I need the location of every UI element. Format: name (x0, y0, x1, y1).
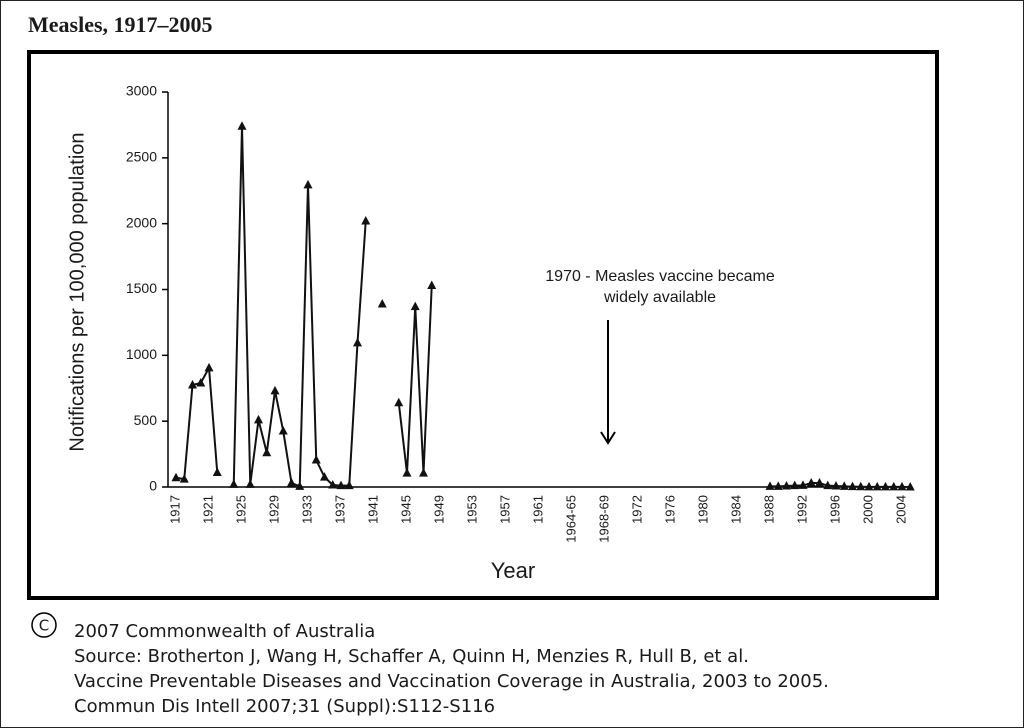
copyright-mark: C (39, 617, 49, 635)
point-marker (905, 482, 915, 491)
point-marker (328, 480, 338, 489)
point-marker (229, 479, 239, 488)
chart-title: Measles, 1917–2005 (28, 12, 213, 37)
chart-frame (27, 50, 939, 600)
x-tick-label: 1933 (299, 495, 314, 524)
point-marker (427, 280, 437, 290)
copyright-circle (31, 612, 57, 638)
x-tick-label: 1964-65 (563, 495, 578, 543)
point-marker (790, 480, 800, 490)
point-marker (270, 385, 280, 395)
point-marker (815, 478, 824, 487)
x-tick-label: 1980 (695, 495, 710, 524)
point-marker (353, 337, 362, 347)
point-marker (897, 481, 907, 491)
point-marker (765, 481, 775, 490)
x-tick-label: 1972 (629, 495, 644, 524)
point-marker (171, 472, 181, 482)
x-tick-label: 1988 (761, 495, 776, 524)
x-tick-label: 2004 (893, 495, 908, 524)
footer-line: Source: Brotherton J, Wang H, Schaffer A… (74, 646, 749, 667)
y-tick-label: 1000 (126, 346, 157, 362)
point-marker (262, 447, 272, 457)
point-marker (864, 481, 874, 491)
x-tick-label: 1921 (200, 495, 215, 524)
x-tick-label: 1937 (332, 495, 347, 524)
point-marker (856, 481, 866, 491)
annotation-arrowhead (600, 431, 616, 445)
x-axis-title: Year (491, 558, 535, 583)
point-marker (831, 480, 841, 490)
x-tick-label: 1961 (530, 495, 545, 524)
point-marker (806, 478, 816, 487)
point-marker (889, 481, 899, 491)
annotation: 1970 - Measles vaccine became (545, 268, 775, 285)
point-marker (839, 481, 849, 490)
point-marker (881, 481, 890, 491)
point-marker (237, 121, 247, 130)
footer-line: 2007 Commonwealth of Australia (74, 621, 375, 642)
point-marker (278, 426, 288, 435)
x-tick-label: 1949 (431, 495, 446, 524)
point-marker (823, 480, 833, 490)
point-marker (204, 362, 214, 372)
x-tick-label: 1968-69 (596, 495, 611, 543)
x-tick-label: 1945 (398, 495, 413, 524)
x-tick-label: 1925 (233, 495, 248, 524)
y-tick-label: 500 (134, 412, 158, 428)
point-marker (188, 379, 197, 389)
point-marker (245, 479, 255, 488)
x-tick-label: 2000 (860, 495, 875, 524)
y-tick-label: 2000 (126, 214, 157, 230)
point-marker (303, 179, 313, 189)
point-marker (295, 481, 305, 490)
point-marker (287, 478, 296, 487)
x-tick-label: 1941 (365, 495, 380, 524)
footer-line: Vaccine Preventable Diseases and Vaccina… (74, 671, 829, 692)
point-marker (336, 480, 346, 490)
x-tick-label: 1953 (464, 495, 479, 524)
point-marker (848, 481, 857, 491)
y-axis-title: Notifications per 100,000 population (66, 132, 88, 451)
point-marker (254, 414, 263, 424)
footer-line: Commun Dis Intell 2007;31 (Suppl):S112-S… (74, 696, 495, 717)
y-tick-label: 0 (149, 478, 157, 494)
x-tick-label: 1984 (728, 495, 743, 524)
point-marker (872, 481, 882, 491)
point-marker (320, 472, 329, 481)
y-tick-label: 2500 (126, 149, 157, 165)
point-marker (773, 481, 783, 490)
point-marker (419, 468, 428, 477)
x-tick-label: 1992 (794, 495, 809, 524)
point-marker (179, 474, 189, 483)
point-marker (798, 480, 808, 489)
y-tick-label: 3000 (126, 83, 157, 99)
x-tick-label: 1917 (167, 495, 182, 524)
y-tick-label: 1500 (126, 280, 157, 296)
x-tick-label: 1996 (827, 495, 842, 524)
point-marker (311, 455, 321, 464)
x-tick-label: 1929 (266, 495, 281, 524)
point-marker (196, 377, 206, 387)
annotation: widely available (603, 289, 716, 306)
point-marker (402, 468, 412, 477)
x-tick-label: 1976 (662, 495, 677, 524)
point-marker (394, 397, 404, 407)
point-marker (344, 480, 354, 490)
point-marker (212, 467, 222, 477)
point-marker (377, 298, 387, 308)
point-marker (410, 301, 420, 311)
point-marker (782, 480, 791, 490)
point-marker (361, 216, 371, 225)
x-tick-label: 1957 (497, 495, 512, 524)
